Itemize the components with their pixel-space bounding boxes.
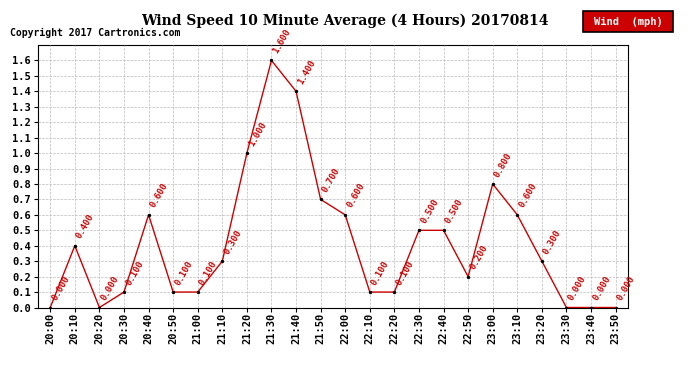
Text: 0.600: 0.600 (148, 182, 170, 210)
Text: 1.000: 1.000 (247, 120, 268, 148)
Point (241, 150, 253, 156)
Point (389, 289, 400, 295)
Point (290, 88, 302, 94)
Point (119, 289, 130, 295)
Text: 0.000: 0.000 (566, 274, 588, 302)
Point (339, 212, 351, 218)
Point (561, 304, 572, 310)
Text: 0.000: 0.000 (591, 274, 612, 302)
Text: 1.600: 1.600 (271, 27, 293, 55)
Text: 0.100: 0.100 (124, 259, 145, 286)
Point (438, 227, 449, 233)
Point (266, 57, 277, 63)
Point (168, 289, 179, 295)
Text: 0.700: 0.700 (321, 166, 342, 194)
Text: 0.100: 0.100 (173, 259, 195, 286)
Point (487, 181, 498, 187)
Point (193, 289, 204, 295)
Text: 0.200: 0.200 (468, 243, 489, 271)
Text: 0.600: 0.600 (518, 182, 538, 210)
Text: 0.100: 0.100 (370, 259, 391, 286)
Text: Wind Speed 10 Minute Average (4 Hours) 20170814: Wind Speed 10 Minute Average (4 Hours) 2… (141, 13, 549, 27)
Point (45, 304, 56, 310)
Text: 0.500: 0.500 (444, 197, 465, 225)
Text: 0.300: 0.300 (222, 228, 244, 256)
Text: 0.500: 0.500 (419, 197, 440, 225)
Text: 0.000: 0.000 (99, 274, 121, 302)
Text: Wind  (mph): Wind (mph) (593, 16, 662, 27)
Point (413, 227, 424, 233)
Text: 0.000: 0.000 (50, 274, 72, 302)
Point (315, 196, 326, 202)
Text: 0.100: 0.100 (198, 259, 219, 286)
Text: 0.600: 0.600 (345, 182, 366, 210)
Text: 1.400: 1.400 (296, 58, 317, 86)
Text: 0.100: 0.100 (395, 259, 415, 286)
Point (512, 212, 523, 218)
Text: 0.000: 0.000 (615, 274, 637, 302)
Text: Copyright 2017 Cartronics.com: Copyright 2017 Cartronics.com (10, 28, 181, 38)
Text: 0.300: 0.300 (542, 228, 563, 256)
Point (94, 304, 105, 310)
Point (586, 304, 597, 310)
Point (364, 289, 375, 295)
Point (217, 258, 228, 264)
Point (69, 243, 80, 249)
Point (462, 274, 473, 280)
Text: 0.400: 0.400 (75, 213, 96, 240)
Point (536, 258, 547, 264)
Point (143, 212, 154, 218)
Text: 0.800: 0.800 (493, 151, 514, 178)
Point (610, 304, 621, 310)
